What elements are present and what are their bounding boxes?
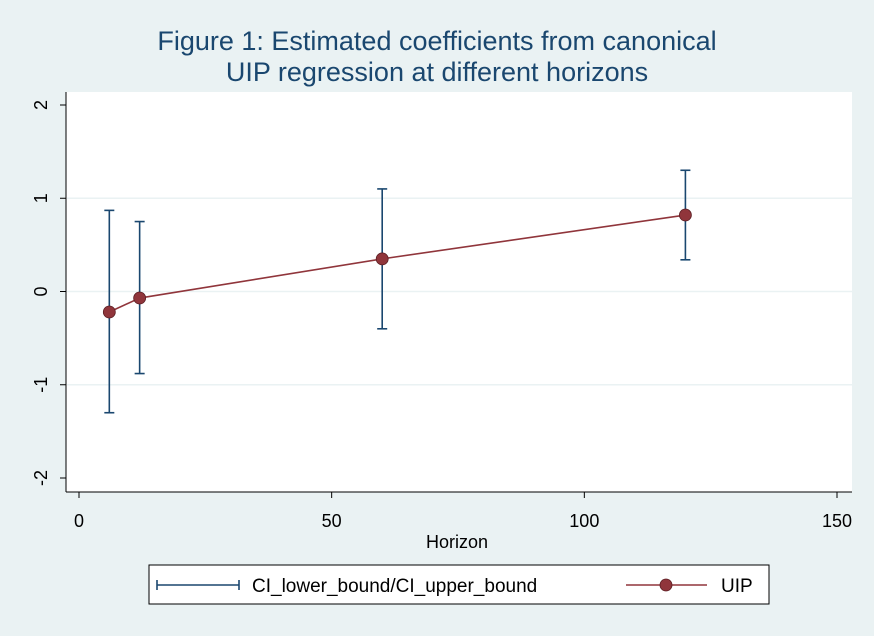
x-tick-label: 150 (822, 511, 852, 531)
legend-label-ci: CI_lower_bound/CI_upper_bound (252, 576, 537, 597)
x-tick-label: 100 (569, 511, 599, 531)
y-tick-label: 0 (31, 286, 51, 296)
x-tick-label: 50 (322, 511, 342, 531)
chart-title-line-1: Figure 1: Estimated coefficients from ca… (157, 26, 717, 56)
y-tick-label: 2 (31, 100, 51, 110)
chart-title: Figure 1: Estimated coefficients from ca… (0, 26, 874, 88)
y-axis-ticks: -2 -1 0 1 2 (31, 100, 66, 486)
y-tick-label: -2 (31, 470, 51, 486)
legend: CI_lower_bound/CI_upper_bound UIP (148, 564, 770, 605)
uip-point (133, 291, 147, 305)
x-tick-label: 0 (74, 511, 84, 531)
uip-point (375, 252, 389, 266)
x-axis-title: Horizon (426, 532, 488, 552)
legend-label-uip: UIP (721, 576, 753, 597)
uip-point (102, 305, 116, 319)
grid-lines (67, 197, 852, 386)
uip-line (108, 214, 686, 313)
legend-key-uip-marker (659, 578, 673, 592)
y-tick-label: -1 (31, 377, 51, 393)
uip-series (102, 208, 692, 319)
x-axis-ticks: 0 50 100 150 (74, 492, 852, 531)
chart-title-line-2: UIP regression at different horizons (225, 57, 649, 87)
y-tick-label: 1 (31, 193, 51, 203)
uip-point (679, 208, 692, 222)
